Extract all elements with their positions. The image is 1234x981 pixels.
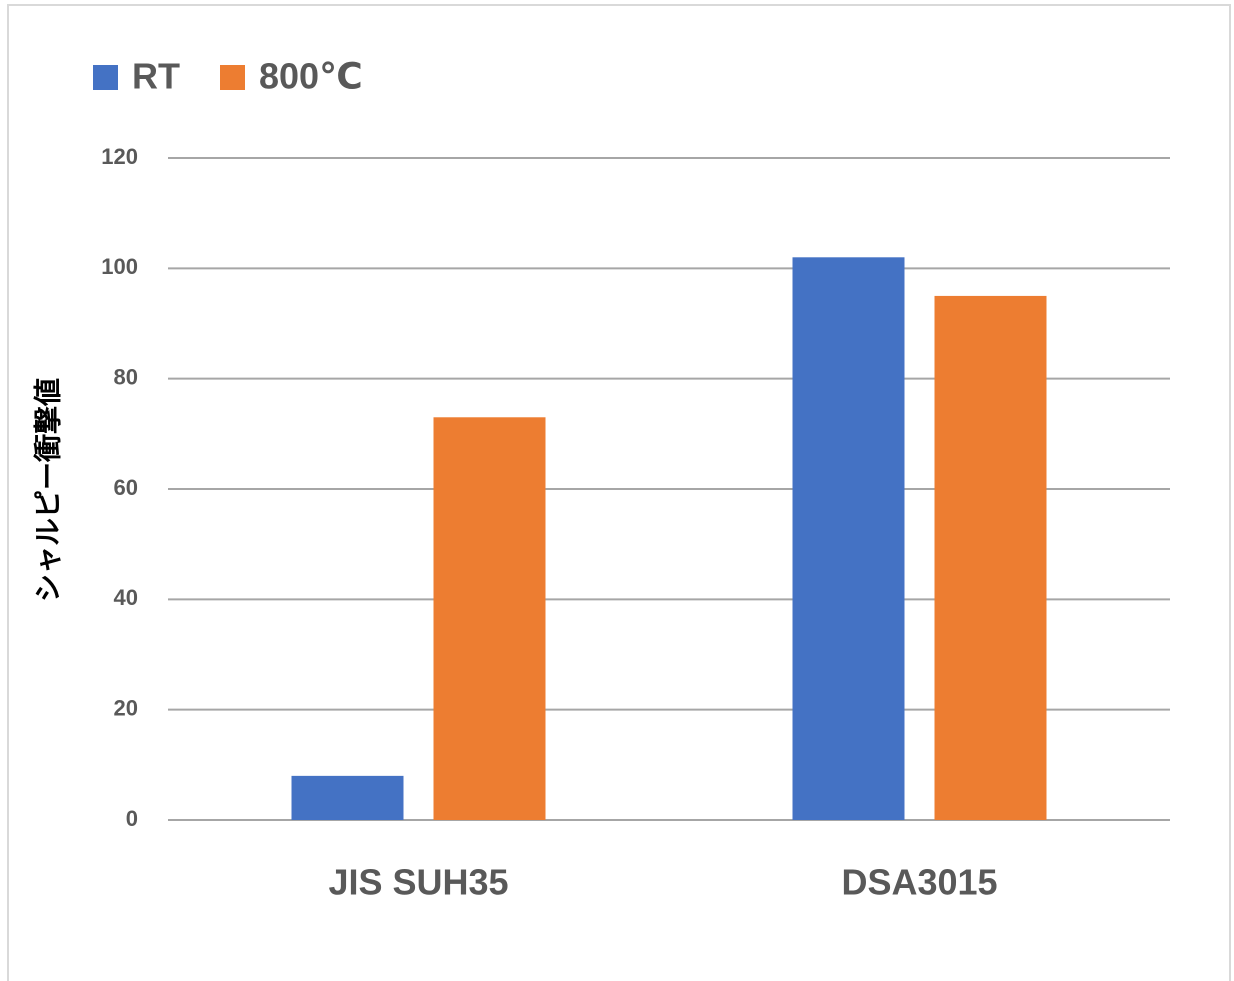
y-axis-label: シャルピー衝撃値 [31,378,63,602]
y-tick-label: 40 [114,585,138,610]
legend-label: RT [132,56,180,97]
y-tick-label: 0 [126,806,138,831]
y-tick-label: 20 [114,695,138,720]
y-tick-label: 100 [101,254,138,279]
legend-swatch [93,65,118,90]
x-tick-label: JIS SUH35 [328,862,508,903]
bar [291,775,404,820]
x-tick-label: DSA3015 [841,862,997,903]
bar [934,295,1047,821]
y-tick-label: 60 [114,475,138,500]
bar [792,257,905,820]
y-tick-label: 80 [114,364,138,389]
bar [433,417,546,820]
chart-border [7,4,1231,981]
legend-swatch [220,65,245,90]
y-tick-label: 120 [101,144,138,169]
legend-label: 800℃ [259,56,363,97]
